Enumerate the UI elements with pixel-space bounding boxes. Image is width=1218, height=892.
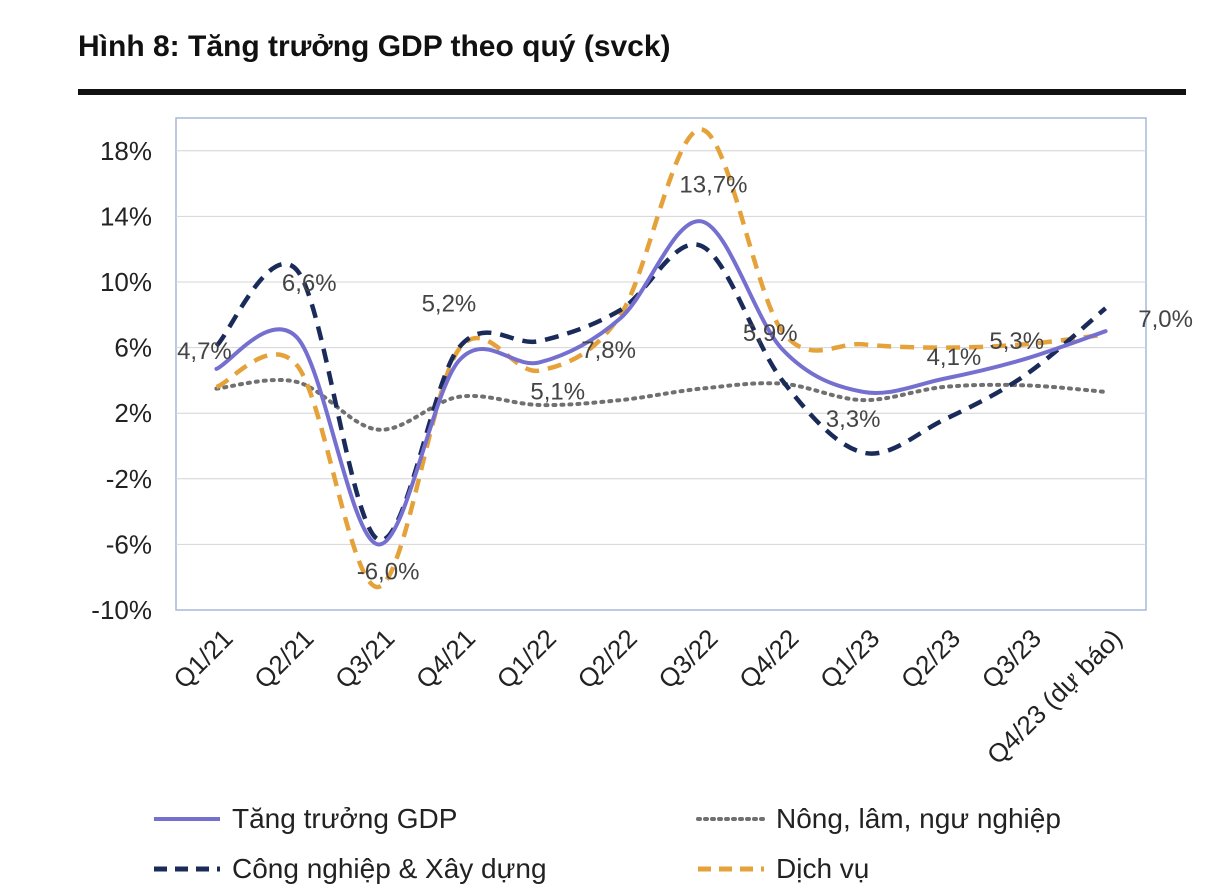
data-label-gdp: 5,3%	[989, 328, 1044, 355]
y-tick-label: 6%	[114, 333, 152, 363]
x-tick-label: Q2/21	[248, 623, 319, 694]
series-line-industry	[214, 242, 1108, 543]
data-label-gdp: 4,1%	[927, 344, 982, 371]
y-tick-label: 18%	[100, 136, 152, 166]
plot-frame	[175, 117, 1147, 611]
data-label-gdp: 6,6%	[282, 270, 337, 297]
x-tick-label: Q3/21	[329, 623, 400, 694]
data-label-gdp: 3,3%	[826, 406, 881, 433]
y-tick-label: 10%	[100, 267, 152, 297]
title-rule	[78, 89, 1186, 95]
series-line-services	[215, 127, 1106, 590]
data-label-gdp: -6,0%	[357, 558, 420, 585]
x-tick-label: Q4/21	[410, 623, 481, 694]
series-line-agriculture	[214, 377, 1108, 432]
legend-item-gdp: Tăng trưởng GDP	[152, 803, 457, 835]
x-tick-label: Q3/23	[976, 623, 1047, 694]
legend-swatch-industry	[154, 866, 220, 872]
legend-label-agriculture: Nông, lâm, ngư nghiệp	[776, 803, 1061, 834]
x-tick-label: Q3/22	[652, 623, 723, 694]
legend-item-agriculture: Nông, lâm, ngư nghiệp	[696, 803, 1061, 835]
x-tick-label: Q2/23	[895, 623, 966, 694]
legend-label-gdp: Tăng trưởng GDP	[232, 803, 458, 834]
data-label-gdp: 4,7%	[177, 338, 232, 365]
y-tick-label: -2%	[106, 464, 152, 494]
data-label-gdp: 13,7%	[679, 171, 747, 198]
legend-item-services: Dịch vụ	[696, 853, 869, 885]
data-label-gdp: 5,1%	[530, 378, 585, 405]
data-label-gdp: 5,2%	[422, 291, 477, 318]
data-label-gdp: 5,9%	[743, 320, 798, 347]
data-label-gdp: 7,0%	[1138, 306, 1193, 333]
x-tick-label: Q1/23	[814, 623, 885, 694]
legend-label-industry: Công nghiệp & Xây dựng	[232, 853, 547, 884]
x-tick-label: Q1/21	[167, 623, 238, 694]
series-line-gdp	[214, 219, 1108, 547]
legend-swatch-gdp	[154, 817, 220, 821]
y-tick-label: -10%	[91, 595, 152, 625]
y-tick-label: 14%	[100, 201, 152, 231]
legend-swatch-agriculture	[696, 817, 766, 821]
y-tick-label: 2%	[114, 398, 152, 428]
legend-item-industry: Công nghiệp & Xây dựng	[152, 853, 547, 885]
gdp-line-chart: Q1/21 Q2/21 Q3/21 Q4/21 Q1/22 Q2/22 Q3/22 Q4/22…	[91, 117, 1193, 770]
figure-title: Hình 8: Tăng trưởng GDP theo quý (svck)	[78, 30, 671, 63]
legend-label-services: Dịch vụ	[776, 853, 870, 884]
data-label-gdp: 7,8%	[581, 337, 636, 364]
y-tick-label: -6%	[106, 529, 152, 559]
x-tick-label: Q4/22	[733, 623, 804, 694]
x-tick-label: Q2/22	[572, 623, 643, 694]
legend-swatch-services	[698, 866, 764, 872]
x-tick-label: Q1/22	[491, 623, 562, 694]
